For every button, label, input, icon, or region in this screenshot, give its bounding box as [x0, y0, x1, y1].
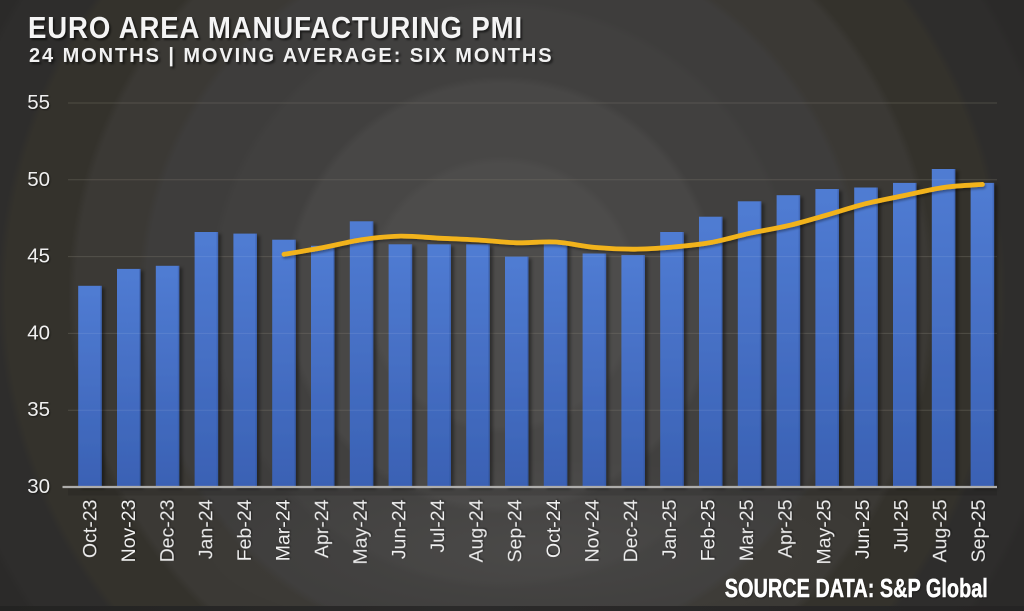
svg-text:Feb-24: Feb-24 — [234, 499, 256, 561]
svg-text:Apr-25: Apr-25 — [775, 499, 797, 558]
svg-text:35: 35 — [27, 398, 50, 421]
svg-text:30: 30 — [27, 475, 50, 498]
svg-text:Jan-25: Jan-25 — [659, 499, 681, 559]
svg-text:Aug-24: Aug-24 — [466, 499, 488, 562]
svg-text:Sep-24: Sep-24 — [504, 499, 526, 562]
svg-text:Nov-23: Nov-23 — [118, 500, 140, 563]
svg-text:Aug-25: Aug-25 — [929, 499, 951, 562]
svg-text:Jul-25: Jul-25 — [891, 499, 913, 552]
svg-text:45: 45 — [27, 245, 50, 268]
svg-text:May-24: May-24 — [350, 499, 372, 564]
svg-text:Nov-24: Nov-24 — [582, 499, 604, 562]
svg-text:Mar-24: Mar-24 — [273, 499, 295, 561]
svg-text:Jul-24: Jul-24 — [427, 499, 449, 552]
svg-text:Oct-23: Oct-23 — [79, 500, 101, 559]
svg-text:Jun-24: Jun-24 — [388, 499, 410, 559]
svg-text:50: 50 — [27, 168, 50, 191]
svg-text:Dec-23: Dec-23 — [157, 500, 179, 563]
svg-text:Oct-24: Oct-24 — [543, 499, 565, 558]
svg-text:Mar-25: Mar-25 — [736, 499, 758, 561]
svg-text:May-25: May-25 — [813, 499, 835, 564]
svg-text:Dec-24: Dec-24 — [620, 499, 642, 562]
svg-text:Apr-24: Apr-24 — [311, 499, 333, 558]
svg-text:40: 40 — [27, 321, 50, 344]
svg-text:Jan-24: Jan-24 — [195, 499, 217, 559]
svg-text:Jun-25: Jun-25 — [852, 499, 874, 559]
svg-text:55: 55 — [27, 91, 50, 114]
svg-text:Feb-25: Feb-25 — [698, 499, 720, 561]
svg-text:Sep-25: Sep-25 — [968, 499, 990, 562]
